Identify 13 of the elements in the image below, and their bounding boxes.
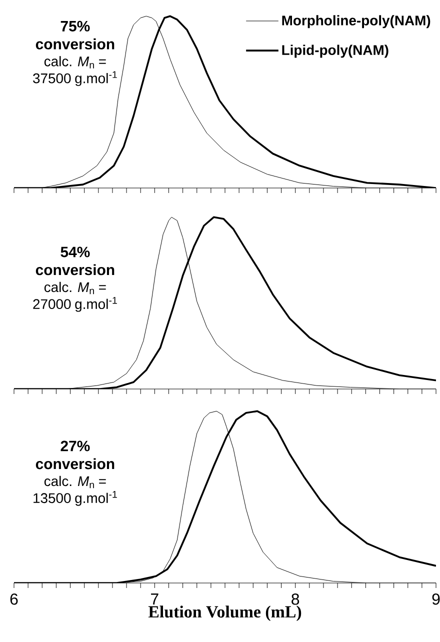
- x-tick-label: 7: [151, 594, 158, 604]
- annotation: 27% conversion: [36, 440, 114, 470]
- legend-label: Lipid-poly(NAM): [282, 44, 388, 58]
- annotation: calc. M$_{n}$ = 27000 g.mol$^{-1}$: [33, 282, 117, 312]
- x-tick-label: 9: [432, 594, 440, 605]
- x-tick-label: 6: [10, 594, 18, 605]
- x-axis-title: Elution Volume (mL): [148, 606, 302, 622]
- annotation: calc. M$_{n}$ = 37500 g.mol$^{-1}$: [33, 56, 117, 86]
- annotation: calc. M$_{n}$ = 13500 g.mol$^{-1}$: [34, 476, 117, 506]
- legend-label: Morpholine-poly(NAM): [282, 15, 430, 28]
- annotation: 54% conversion: [36, 246, 114, 276]
- x-tick-label: 8: [292, 594, 300, 605]
- annotation: 75% conversion: [36, 20, 114, 50]
